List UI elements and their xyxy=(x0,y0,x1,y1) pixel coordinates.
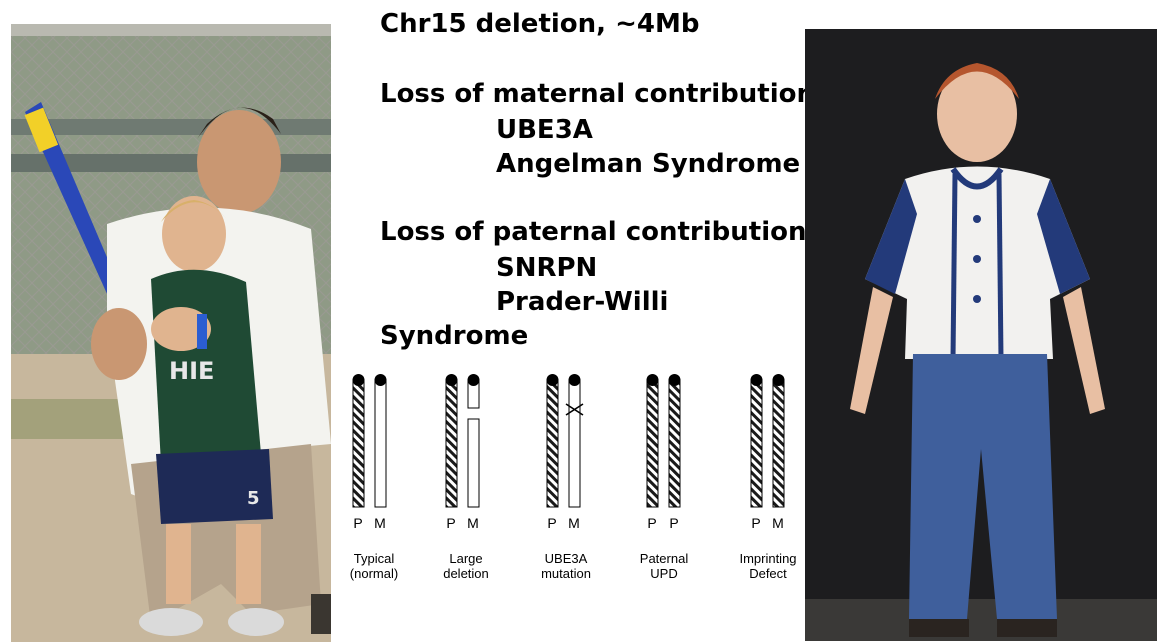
caption-line: Defect xyxy=(749,566,787,581)
label-p: P xyxy=(353,515,363,531)
centromere-icon xyxy=(772,374,785,386)
chromosome-maternal-deleted-bottom xyxy=(467,418,480,508)
chromosome-diagram-svg xyxy=(352,374,785,508)
panel-large-deletion xyxy=(445,374,480,508)
caption-line: Large xyxy=(449,551,483,566)
photo-father-son-baseball: HIE 5 xyxy=(11,24,331,642)
gene-snrpn: SNRPN xyxy=(496,253,598,283)
centromere-icon xyxy=(750,374,763,386)
label-m: M xyxy=(467,515,479,531)
angelman-syndrome-label: Angelman Syndrome xyxy=(496,149,801,179)
chromosome-paternal-typical xyxy=(352,379,365,508)
svg-text:5: 5 xyxy=(247,488,260,509)
centromere-icon xyxy=(352,374,365,386)
chromosome-paternal-upd-2 xyxy=(668,379,681,508)
heading-loss-paternal: Loss of paternal contribution xyxy=(380,217,807,247)
chromosome-paternal-deletion xyxy=(445,379,458,508)
panel-paternal-upd xyxy=(646,374,681,508)
chromosome-maternal-typical xyxy=(374,379,387,508)
heading-loss-maternal: Loss of maternal contribution xyxy=(380,79,815,109)
label-m: M xyxy=(568,515,580,531)
panel-imprinting-defect xyxy=(750,374,785,508)
centromere-icon xyxy=(568,374,581,386)
label-p: P xyxy=(547,515,557,531)
panel-ube3a-mutation xyxy=(546,374,584,508)
caption-line: UPD xyxy=(650,566,678,581)
caption-large-deletion: Large deletion xyxy=(427,551,505,581)
svg-text:HIE: HIE xyxy=(169,357,214,385)
chromosome-paternal-mutation xyxy=(546,379,559,508)
centromere-icon xyxy=(668,374,681,386)
centromere-icon xyxy=(445,374,458,386)
centromere-icon xyxy=(467,374,480,386)
caption-typical: Typical (normal) xyxy=(335,551,413,581)
label-p: P xyxy=(669,515,679,531)
caption-line: mutation xyxy=(541,566,591,581)
heading-chr15-deletion: Chr15 deletion, ~4Mb xyxy=(380,9,700,39)
prader-willi-label: Prader-Willi xyxy=(496,287,669,317)
centromere-icon xyxy=(374,374,387,386)
centromere-icon xyxy=(646,374,659,386)
caption-ube3a-mutation: UBE3A mutation xyxy=(524,551,608,581)
label-p: P xyxy=(446,515,456,531)
boy-photo-illustration xyxy=(805,29,1157,641)
chromosome-maternal-imprint xyxy=(772,379,785,508)
caption-line: Imprinting xyxy=(739,551,797,566)
caption-line: Paternal xyxy=(639,551,689,566)
centromere-icon xyxy=(546,374,559,386)
gene-ube3a: UBE3A xyxy=(496,115,593,145)
chromosome-diagram: P M P M P M P P P M Typical (normal) Lar… xyxy=(345,365,805,595)
photo-boy-baseball-jersey xyxy=(805,29,1157,641)
caption-line: deletion xyxy=(443,566,489,581)
caption-paternal-upd: Paternal UPD xyxy=(625,551,703,581)
chromosome-paternal-upd-1 xyxy=(646,379,659,508)
caption-line: (normal) xyxy=(349,566,399,581)
label-m: M xyxy=(772,515,784,531)
syndrome-label: Syndrome xyxy=(380,321,529,351)
mutation-x-icon xyxy=(565,403,584,416)
caption-line: Typical xyxy=(353,551,395,566)
label-p: P xyxy=(647,515,657,531)
baseball-photo-illustration: HIE 5 xyxy=(11,24,331,642)
label-p: P xyxy=(751,515,761,531)
label-m: M xyxy=(374,515,386,531)
caption-line: UBE3A xyxy=(544,551,588,566)
panel-typical xyxy=(352,374,387,508)
chromosome-maternal-mutation xyxy=(568,379,581,508)
caption-imprinting-defect: Imprinting Defect xyxy=(731,551,805,581)
chromosome-paternal-imprint xyxy=(750,379,763,508)
